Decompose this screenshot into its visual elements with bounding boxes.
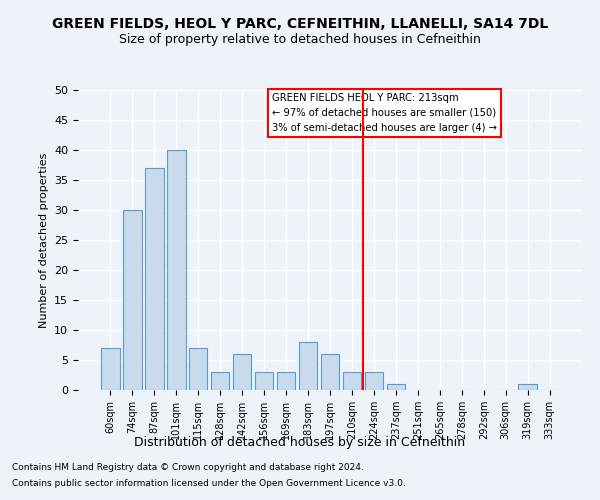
Bar [386, 384, 405, 390]
Text: GREEN FIELDS HEOL Y PARC: 213sqm
← 97% of detached houses are smaller (150)
3% o: GREEN FIELDS HEOL Y PARC: 213sqm ← 97% o… [272, 93, 497, 132]
Bar [255, 372, 274, 390]
Bar [365, 372, 383, 390]
Bar [233, 354, 251, 390]
Bar [123, 210, 142, 390]
Text: Contains public sector information licensed under the Open Government Licence v3: Contains public sector information licen… [12, 478, 406, 488]
Bar [320, 354, 340, 390]
Text: Distribution of detached houses by size in Cefneithin: Distribution of detached houses by size … [134, 436, 466, 449]
Bar [299, 342, 317, 390]
Text: GREEN FIELDS, HEOL Y PARC, CEFNEITHIN, LLANELLI, SA14 7DL: GREEN FIELDS, HEOL Y PARC, CEFNEITHIN, L… [52, 18, 548, 32]
Bar [211, 372, 229, 390]
Bar [277, 372, 295, 390]
Text: Contains HM Land Registry data © Crown copyright and database right 2024.: Contains HM Land Registry data © Crown c… [12, 464, 364, 472]
Bar [101, 348, 119, 390]
Y-axis label: Number of detached properties: Number of detached properties [38, 152, 49, 328]
Bar [518, 384, 537, 390]
Bar [145, 168, 164, 390]
Bar [167, 150, 185, 390]
Bar [189, 348, 208, 390]
Bar [343, 372, 361, 390]
Text: Size of property relative to detached houses in Cefneithin: Size of property relative to detached ho… [119, 32, 481, 46]
